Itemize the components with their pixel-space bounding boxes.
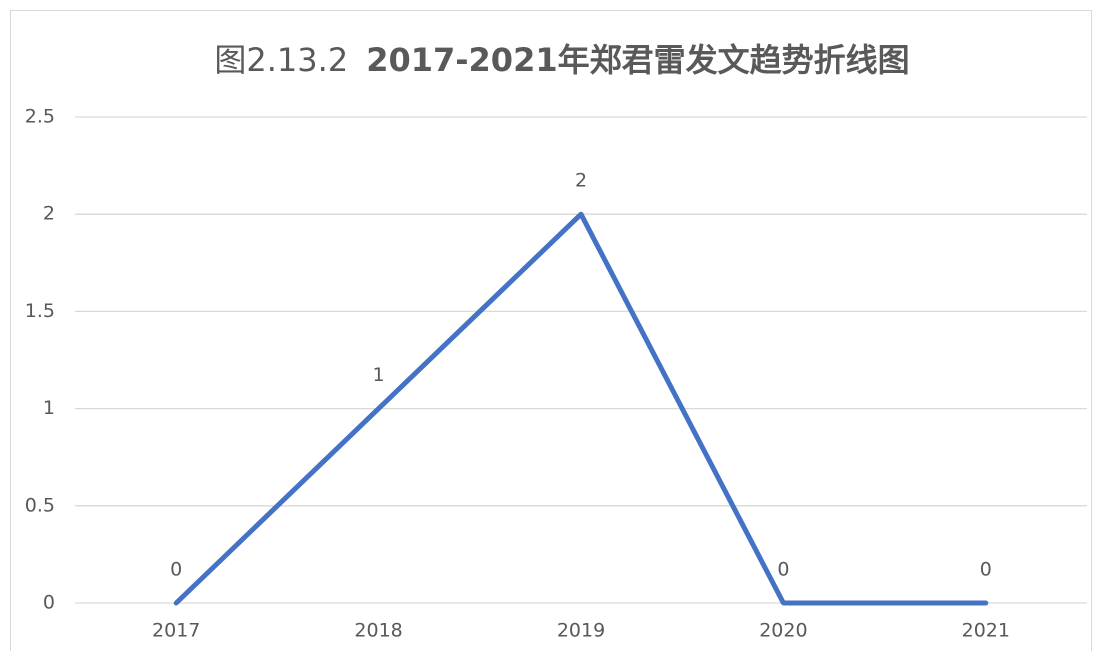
- x-tick-label: 2017: [152, 620, 200, 642]
- chart-title: 图2.13.2 2017-2021年郑君雷发文趋势折线图: [214, 41, 909, 79]
- y-tick-label: 0: [43, 592, 55, 614]
- x-tick-label: 2020: [759, 620, 807, 642]
- y-tick-label: 1: [43, 397, 55, 419]
- title-prefix: 图2.13.2: [214, 41, 348, 79]
- data-line: [173, 211, 989, 606]
- x-tick-label: 2019: [557, 620, 605, 642]
- title-main: 2017-2021年郑君雷发文趋势折线图: [366, 41, 909, 79]
- x-tick-label: 2021: [962, 620, 1010, 642]
- chart-border: [10, 10, 1092, 651]
- data-label: 0: [980, 559, 992, 581]
- x-tick-label: 2018: [354, 620, 402, 642]
- y-tick-label: 0.5: [25, 494, 55, 516]
- data-label: 0: [170, 559, 182, 581]
- y-tick-label: 2.5: [25, 106, 55, 128]
- data-label: 1: [373, 364, 385, 386]
- data-label: 0: [777, 559, 789, 581]
- data-label: 2: [575, 170, 587, 192]
- y-tick-label: 2: [43, 203, 55, 225]
- y-tick-label: 1.5: [25, 300, 55, 322]
